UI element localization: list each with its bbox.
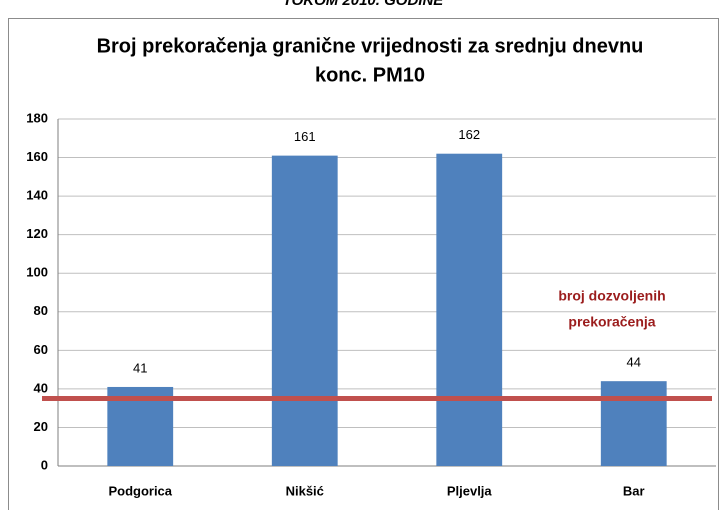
y-tick-label: 160 — [26, 149, 48, 164]
data-label: 44 — [627, 355, 641, 370]
data-label: 161 — [294, 129, 316, 144]
y-tick-label: 0 — [41, 457, 48, 472]
threshold-label: broj dozvoljenih — [558, 288, 665, 304]
chart-title: konc. PM10 — [315, 64, 425, 86]
threshold-label: prekoračenja — [568, 314, 655, 330]
x-tick-label: Bar — [623, 483, 645, 498]
data-label: 41 — [133, 360, 147, 375]
chart-title: Broj prekoračenja granične vrijednosti z… — [97, 35, 644, 57]
y-tick-label: 180 — [26, 110, 48, 125]
bar — [600, 381, 667, 466]
y-tick-label: 20 — [34, 419, 48, 434]
bar — [436, 153, 503, 466]
y-tick-label: 60 — [34, 342, 48, 357]
y-tick-label: 140 — [26, 188, 48, 203]
y-tick-label: 100 — [26, 265, 48, 280]
x-tick-label: Nikšić — [286, 483, 324, 498]
y-tick-label: 120 — [26, 226, 48, 241]
page-header: TOKOM 2010. GODINE — [283, 0, 445, 9]
x-tick-label: Pljevlja — [447, 483, 493, 498]
y-tick-label: 80 — [34, 303, 48, 318]
y-tick-label: 40 — [34, 380, 48, 395]
x-tick-label: Podgorica — [108, 483, 172, 498]
bar — [271, 155, 338, 466]
data-label: 162 — [458, 127, 480, 142]
